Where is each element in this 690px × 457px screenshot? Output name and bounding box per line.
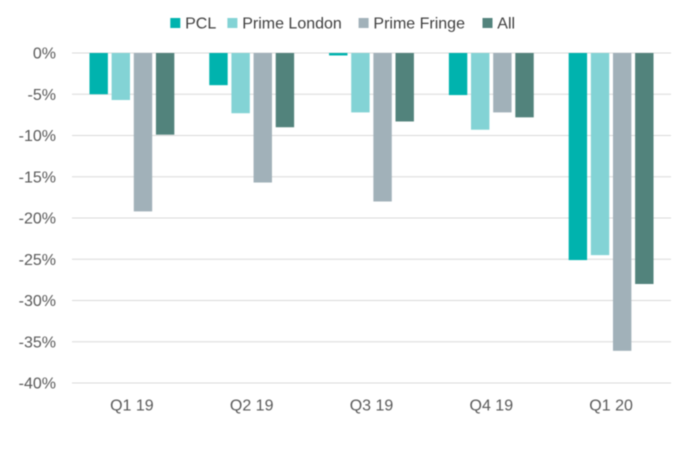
svg-text:Prime Fringe: Prime Fringe xyxy=(373,16,465,33)
svg-text:-5%: -5% xyxy=(28,87,56,104)
svg-text:Q1 19: Q1 19 xyxy=(110,398,154,415)
svg-text:0%: 0% xyxy=(33,46,56,63)
svg-text:-15%: -15% xyxy=(19,169,56,186)
svg-text:Q1 20: Q1 20 xyxy=(589,398,633,415)
svg-text:Q3 19: Q3 19 xyxy=(350,398,394,415)
svg-text:Q2 19: Q2 19 xyxy=(230,398,274,415)
svg-text:All: All xyxy=(497,16,515,33)
svg-text:Prime London: Prime London xyxy=(242,16,342,33)
svg-text:-20%: -20% xyxy=(19,211,56,228)
svg-text:-10%: -10% xyxy=(19,128,56,145)
svg-text:-35%: -35% xyxy=(19,334,56,351)
svg-text:PCL: PCL xyxy=(185,16,216,33)
svg-text:-30%: -30% xyxy=(19,293,56,310)
svg-text:-25%: -25% xyxy=(19,252,56,269)
svg-text:-40%: -40% xyxy=(19,376,56,393)
svg-text:Q4 19: Q4 19 xyxy=(470,398,514,415)
